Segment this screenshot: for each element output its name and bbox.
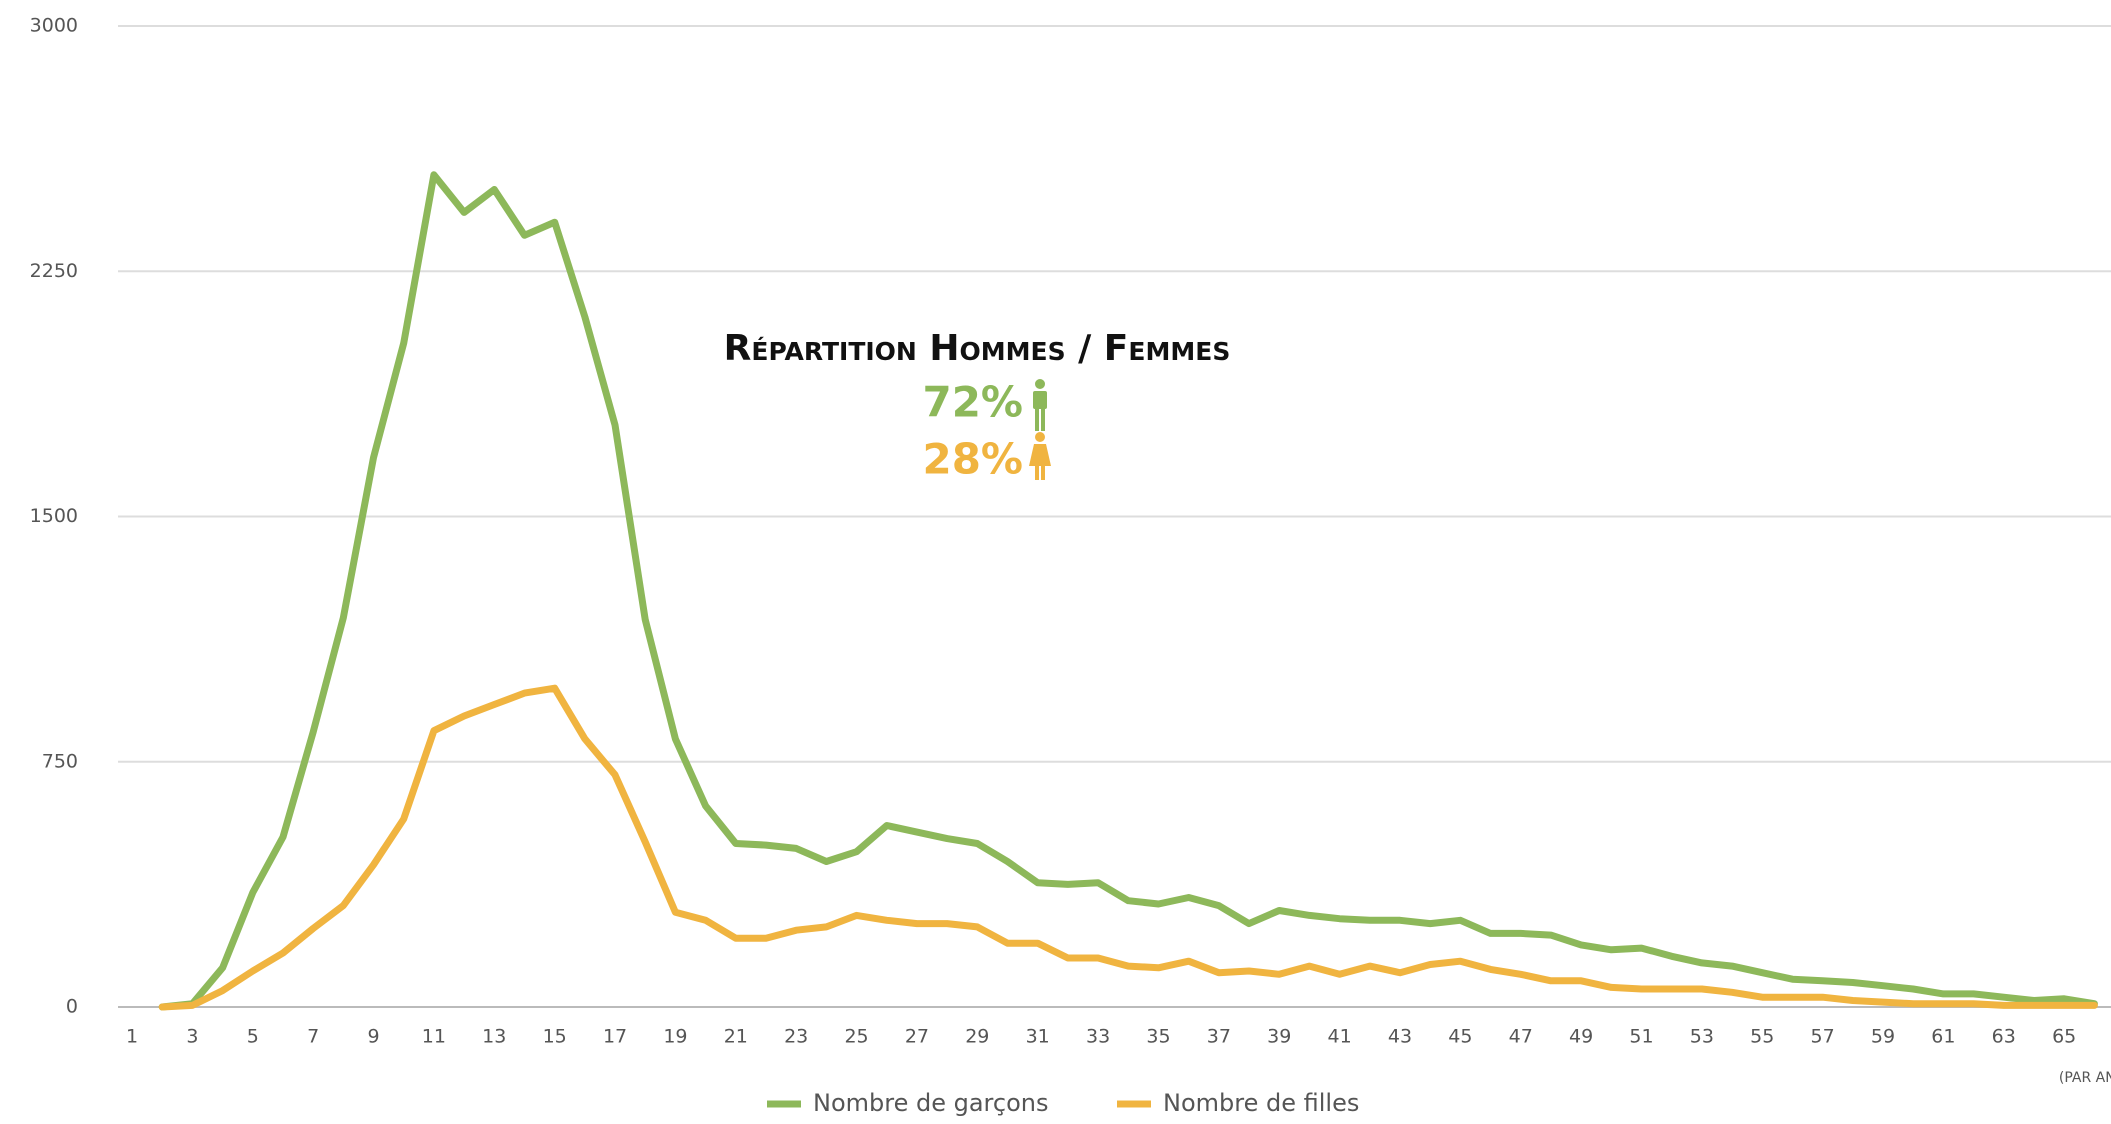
x-tick-label: 63	[1992, 1026, 2016, 1048]
series-line	[158, 171, 2098, 1011]
x-tick-label: 45	[1448, 1026, 1472, 1048]
x-tick-label: 23	[784, 1026, 808, 1048]
annotation-female: 28%	[922, 435, 1023, 484]
x-tick-label: 17	[603, 1026, 627, 1048]
x-tick-label: 11	[422, 1026, 446, 1048]
x-tick-label: 41	[1328, 1026, 1352, 1048]
x-tick-label: 43	[1388, 1026, 1412, 1048]
x-tick-label: 35	[1146, 1026, 1170, 1048]
x-tick-label: 5	[247, 1026, 259, 1048]
y-tick-label: 2250	[30, 260, 78, 282]
x-tick-label: 47	[1509, 1026, 1533, 1048]
x-tick-label: 9	[367, 1026, 379, 1048]
x-tick-label: 49	[1569, 1026, 1593, 1048]
x-tick-label: 65	[2052, 1026, 2076, 1048]
y-tick-label: 3000	[30, 15, 78, 37]
x-tick-label: 59	[1871, 1026, 1895, 1048]
annotation-title: Répartition Hommes / Femmes	[724, 328, 1231, 369]
legend-label: Nombre de filles	[1163, 1089, 1359, 1117]
x-tick-label: 21	[724, 1026, 748, 1048]
x-tick-label: 55	[1750, 1026, 1774, 1048]
x-tick-label: 15	[543, 1026, 567, 1048]
x-axis-label: (PAR AN)	[2059, 1070, 2111, 1086]
x-tick-label: 37	[1207, 1026, 1231, 1048]
y-tick-label: 0	[66, 996, 78, 1018]
x-tick-label: 33	[1086, 1026, 1110, 1048]
x-tick-label: 39	[1267, 1026, 1291, 1048]
x-tick-label: 51	[1629, 1026, 1653, 1048]
male-icon	[1033, 379, 1047, 431]
x-tick-label: 7	[307, 1026, 319, 1048]
series-line	[158, 684, 2098, 1011]
x-tick-label: 61	[1931, 1026, 1955, 1048]
female-icon	[1029, 432, 1051, 480]
x-tick-label: 1	[126, 1026, 138, 1048]
x-tick-label: 31	[1026, 1026, 1050, 1048]
x-tick-label: 29	[965, 1026, 989, 1048]
x-tick-label: 13	[482, 1026, 506, 1048]
x-tick-label: 53	[1690, 1026, 1714, 1048]
y-tick-label: 1500	[30, 505, 78, 527]
x-tick-label: 57	[1811, 1026, 1835, 1048]
annotation-male: 72%	[922, 378, 1023, 427]
x-tick-label: 19	[663, 1026, 687, 1048]
y-tick-label: 750	[42, 750, 78, 772]
x-tick-label: 25	[844, 1026, 868, 1048]
x-tick-label: 27	[905, 1026, 929, 1048]
x-tick-label: 3	[186, 1026, 198, 1048]
legend-label: Nombre de garçons	[813, 1089, 1049, 1117]
